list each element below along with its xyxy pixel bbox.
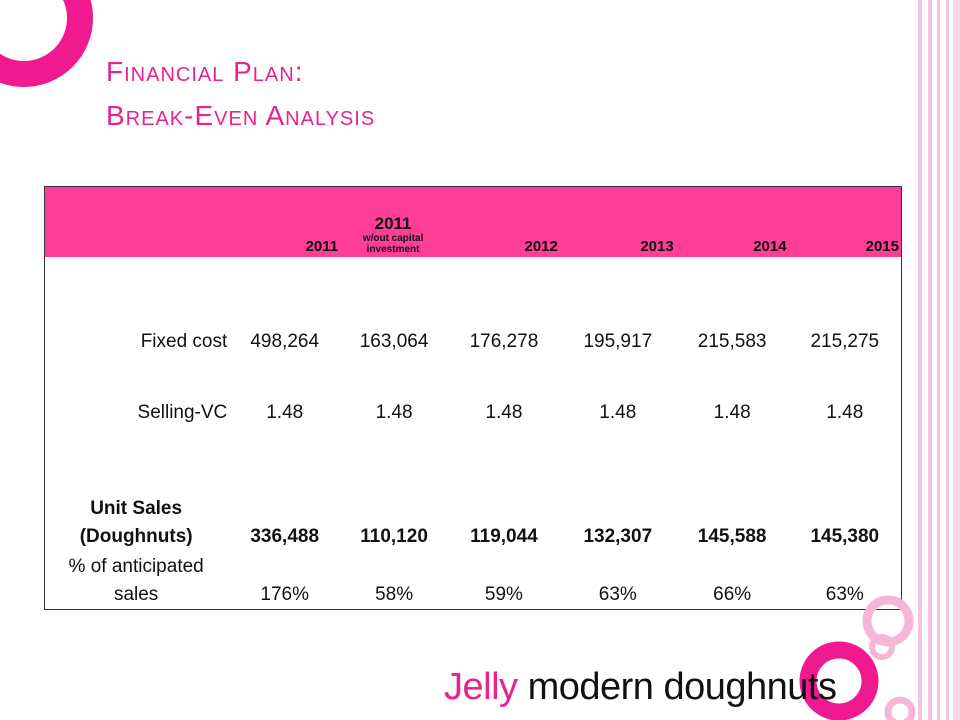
table-cell: 1.48 (826, 402, 864, 423)
table-cell: 176,278 (469, 331, 539, 352)
row-label-line-1: % of anticipated (68, 556, 204, 577)
slide-title: Financial Plan: Break-Even Analysis (106, 50, 375, 138)
header-empty (44, 186, 230, 257)
header-2015: 2015 (788, 186, 902, 257)
header-2011: 2011 (229, 186, 341, 257)
header-2013: 2013 (559, 186, 676, 257)
table-row-unit-sales: Unit Sales (Doughnuts) 336,488 110,120 1… (45, 493, 902, 551)
table-cell: 63% (825, 584, 864, 605)
table-row-spacer (45, 431, 902, 493)
right-stripe-4 (946, 0, 949, 720)
table-cell: 119,044 (470, 526, 538, 547)
table-row-pct-anticipated: % of anticipated sales 176% 58% 59% 63% … (45, 551, 902, 610)
table-cell: 58% (375, 584, 414, 605)
table-cell: 1.48 (375, 402, 413, 423)
table-cell: 163,064 (359, 331, 429, 352)
header-2011-no-capital: 2011 w/out capital investment (340, 186, 449, 257)
row-label-line-2: sales (113, 584, 159, 605)
brand-logo-word-2: modern doughnuts (517, 666, 837, 708)
right-stripe-2 (928, 0, 932, 720)
spacer-cell (45, 431, 902, 493)
header-2014: 2014 (675, 186, 789, 257)
table-cell: 195,917 (583, 331, 653, 352)
header-2011-no-capital-year: 2011 (374, 214, 412, 233)
table-cell: 1.48 (599, 402, 637, 423)
row-label: % of anticipated sales (45, 551, 230, 610)
right-stripe-3 (937, 0, 940, 720)
row-label-line-2: (Doughnuts) (79, 526, 193, 547)
table-header-row: 2011 2011 w/out capital investment 2012 … (44, 186, 902, 257)
table-cell: 145,380 (810, 526, 880, 547)
row-label: Fixed cost (140, 331, 228, 352)
table-cell: 176% (260, 584, 310, 605)
row-label: Selling-VC (137, 402, 228, 423)
ring-decoration-bottom-right (799, 595, 916, 720)
right-stripe-5 (953, 0, 960, 720)
table-cell: 145,588 (697, 526, 767, 547)
right-stripe-1 (918, 0, 922, 720)
table-cell: 110,120 (360, 526, 428, 547)
table-cell: 66% (713, 584, 752, 605)
row-label: Unit Sales (Doughnuts) (45, 493, 230, 551)
table-cell: 1.48 (713, 402, 751, 423)
table-cell: 1.48 (266, 402, 304, 423)
table-cell: 132,307 (583, 526, 653, 547)
break-even-table: 2011 2011 w/out capital investment 2012 … (44, 186, 902, 610)
title-line-1: Financial Plan: (106, 56, 304, 87)
table-cell: 336,488 (250, 526, 320, 547)
table-cell: 63% (598, 584, 637, 605)
brand-logo: Jelly modern doughnuts (444, 666, 837, 709)
table-row-selling-vc: Selling-VC 1.48 1.48 1.48 1.48 1.48 1.48 (45, 395, 902, 431)
header-2012: 2012 (448, 186, 560, 257)
row-label-line-1: Unit Sales (90, 498, 183, 519)
table-cell: 59% (484, 584, 523, 605)
table-cell: 498,264 (250, 331, 320, 352)
table-cell: 215,583 (697, 331, 767, 352)
header-2011-no-capital-note: w/out capital investment (362, 233, 424, 255)
table-cell: 1.48 (485, 402, 523, 423)
ring-decoration-top-left (0, 0, 93, 87)
title-line-2: Break-Even Analysis (106, 100, 376, 131)
table-row-fixed-cost: Fixed cost 498,264 163,064 176,278 195,9… (45, 257, 902, 395)
brand-logo-word-1: Jelly (444, 666, 518, 708)
table-cell: 215,275 (810, 331, 880, 352)
